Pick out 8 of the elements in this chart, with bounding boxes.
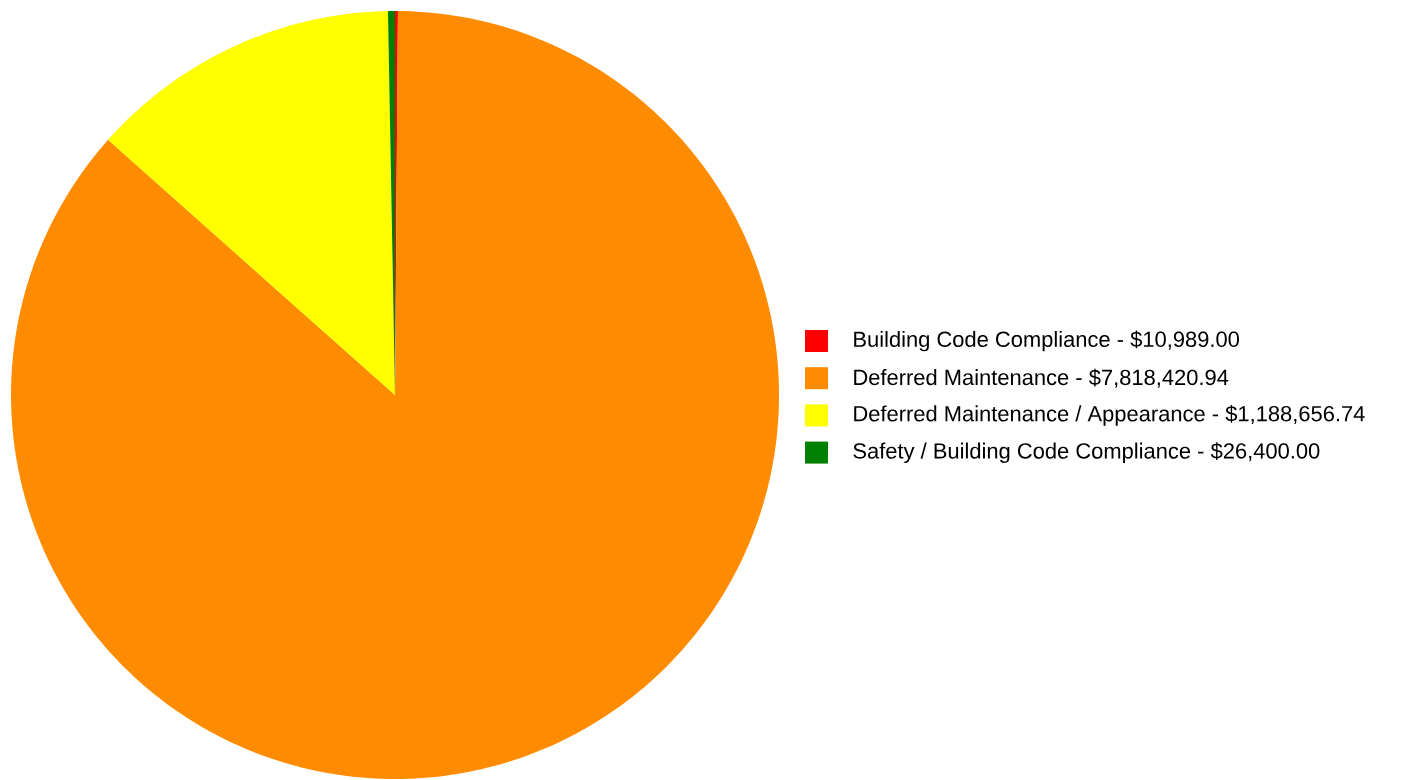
data-label: $26,400.00 [1210,442,1320,462]
data-label: $10,989.00 [1130,330,1239,350]
legend-label: Deferred Maintenance - [854,369,1082,386]
data-label: $1,188,656.74 [1225,405,1365,425]
data-label: $7,818,420.94 [1089,368,1229,388]
legend-label: Deferred Maintenance / Appearance - [854,405,1219,426]
legend-label: Building Code Compliance - [854,330,1124,352]
legend-label: Safety / Building Code Compliance - [853,442,1204,463]
